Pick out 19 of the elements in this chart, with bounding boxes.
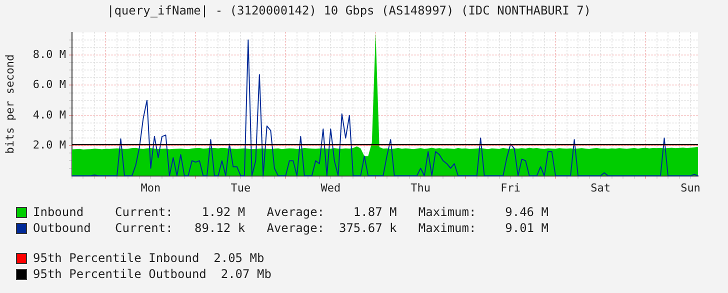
x-tick-label: Thu xyxy=(410,181,431,194)
y-tick-label: 6.0 M xyxy=(32,78,66,92)
legend-label: 95th Percentile Inbound 2.05 Mb xyxy=(33,250,264,266)
legend-label: Outbound xyxy=(33,220,92,236)
text: Current: 1.92 M Average: 1.87 M Maximum: 9.46 M xyxy=(115,204,548,220)
chart-title: |query_ifName| - (3120000142) 10 Gbps (AS148997) (IDC NONTHABURI 7) xyxy=(106,3,592,18)
x-tick-label: Sat xyxy=(590,181,610,194)
y-tick-label: 4.0 M xyxy=(32,108,66,122)
x-tick-label: Fri xyxy=(500,181,521,194)
x-tick-label: Mon xyxy=(140,181,161,194)
y-tick-label: 8.0 M xyxy=(32,48,66,61)
text: Current: 89.12 k Average: 375.67 k Maximum: 9.01 M xyxy=(115,220,548,236)
legend-label: 95th Percentile Outbound 2.07 Mb xyxy=(33,266,272,282)
y-tick-label: 2.0 M xyxy=(32,138,66,152)
y-axis-title: bits per second xyxy=(3,54,16,154)
legend-label: Inbound xyxy=(33,204,85,220)
x-tick-label: Sun xyxy=(680,181,700,194)
x-tick-label: Wed xyxy=(320,181,341,194)
x-tick-label: Tue xyxy=(230,181,251,194)
